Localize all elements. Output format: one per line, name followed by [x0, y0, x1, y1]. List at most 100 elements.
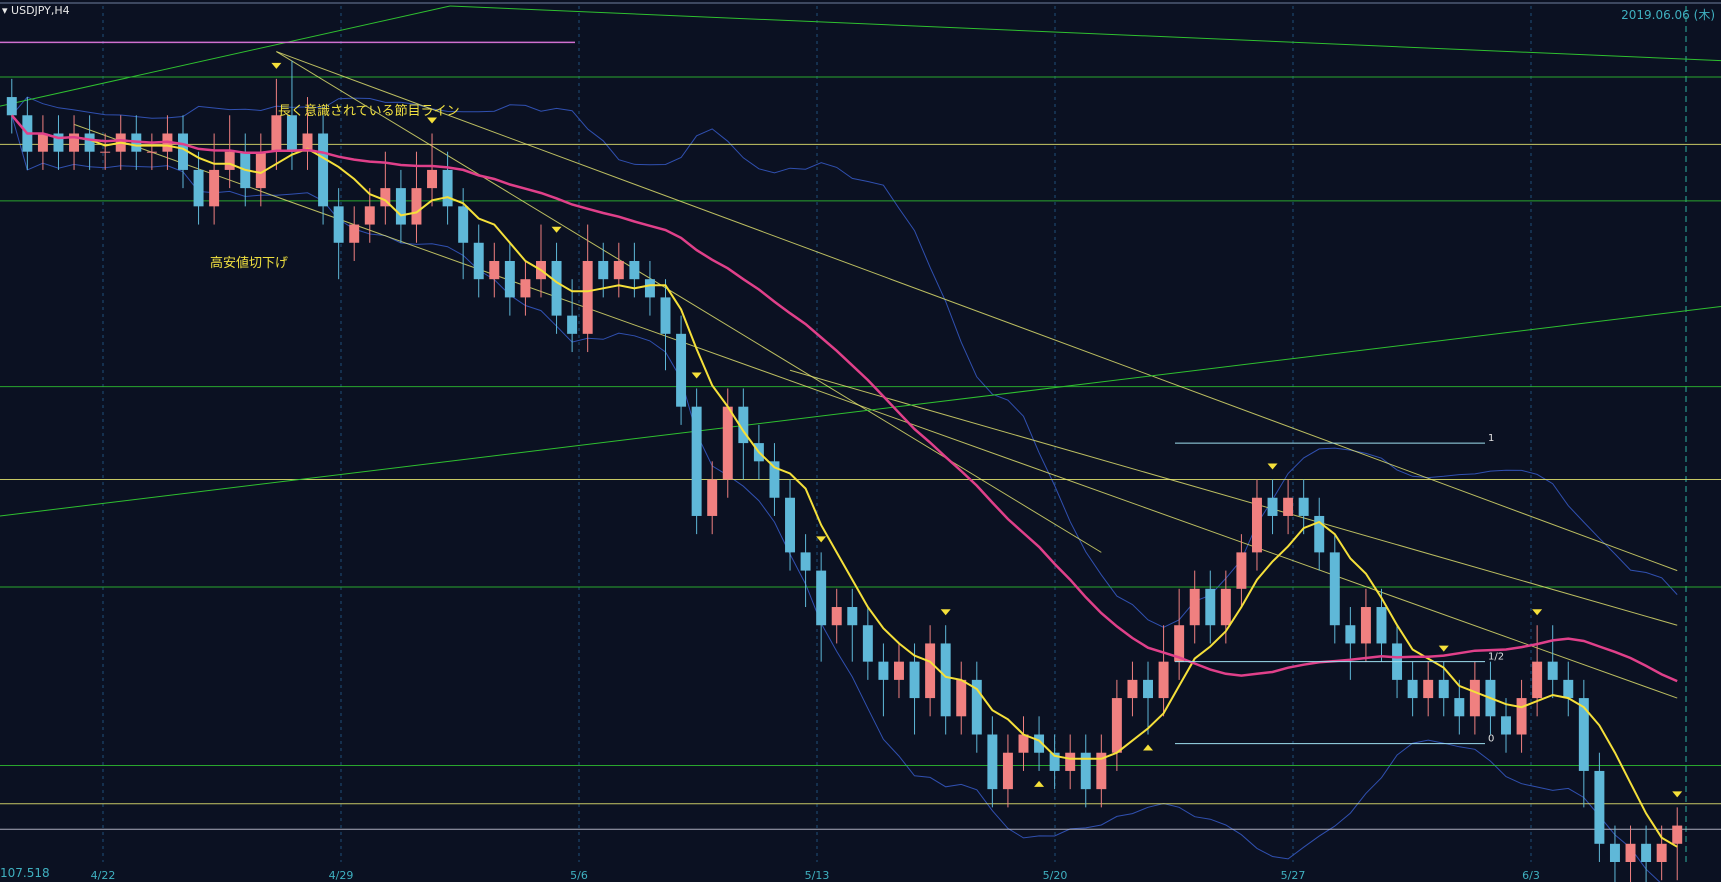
candle-body — [1236, 552, 1247, 589]
candle-body — [1080, 752, 1091, 790]
ma-fast-line — [11, 114, 1678, 848]
candle-body — [707, 479, 718, 516]
candle-body — [411, 188, 422, 225]
trend-line-green — [449, 5, 1721, 62]
candle-body — [1594, 770, 1605, 844]
candle-body — [971, 679, 982, 735]
candle-body — [364, 206, 375, 225]
candle-body — [551, 260, 562, 316]
candle-body — [893, 661, 904, 680]
candle-body — [380, 188, 391, 207]
down-triangle-marker — [1672, 791, 1683, 798]
x-tick-label: 4/22 — [91, 869, 116, 882]
candle-body — [1143, 679, 1153, 699]
dropdown-triangle-icon[interactable]: ▾ — [2, 4, 12, 17]
bollinger-upper — [11, 96, 1678, 628]
down-triangle-marker — [1532, 609, 1543, 616]
down-triangle-marker — [691, 372, 702, 379]
moving-averages — [10, 114, 1678, 848]
candle-body — [1220, 588, 1231, 626]
candle-body — [1251, 497, 1262, 553]
candle-body — [349, 224, 360, 243]
swing-markers: 1 1/2 0 — [271, 62, 1683, 798]
candle-body — [644, 279, 655, 298]
down-triangle-marker — [551, 226, 562, 233]
candle-body — [286, 115, 297, 152]
x-tick-label: 5/6 — [570, 869, 588, 882]
candle-body — [1049, 752, 1060, 771]
candle-body — [209, 169, 220, 207]
candle-body — [582, 260, 593, 334]
candle-body — [442, 169, 453, 207]
grid-lines — [0, 2, 1721, 862]
candle-body — [69, 133, 80, 152]
candle-body — [504, 260, 515, 298]
candle-body — [1065, 752, 1076, 771]
candle-body — [1283, 497, 1294, 516]
candle-body — [878, 661, 889, 680]
candle-body — [691, 406, 702, 516]
candle-body — [1189, 588, 1200, 626]
candle-body — [178, 133, 188, 170]
candle-body — [816, 570, 827, 626]
candle-body — [1469, 679, 1480, 717]
trend-line-green — [0, 306, 1721, 517]
candle-body — [738, 406, 749, 444]
candle-body — [1438, 679, 1449, 699]
candle-body — [6, 97, 17, 116]
trend-line — [276, 51, 1102, 553]
candle-body — [1423, 679, 1434, 699]
fib-level-label: 1/2 — [1488, 652, 1504, 663]
candle-body — [785, 497, 796, 553]
candle-body — [769, 461, 780, 498]
trend-line — [276, 51, 1678, 572]
x-tick-label: 4/29 — [329, 869, 354, 882]
bollinger-lower — [11, 115, 1661, 882]
candle-body — [1329, 552, 1340, 626]
x-tick-label: 5/20 — [1043, 869, 1068, 882]
candle-body — [629, 260, 640, 280]
candle-body — [255, 151, 266, 189]
candle-body — [1345, 625, 1356, 644]
candle-body — [1018, 734, 1029, 753]
candle-body — [1501, 716, 1511, 735]
down-triangle-marker — [427, 117, 438, 124]
up-triangle-marker — [1034, 780, 1045, 787]
candlesticks — [6, 60, 1683, 882]
candle-body — [37, 133, 48, 152]
candle-body — [1609, 843, 1620, 862]
candle-body — [473, 242, 484, 280]
candle-body — [458, 206, 469, 243]
candle-body — [1454, 698, 1465, 717]
candle-body — [1516, 698, 1527, 735]
trend-line-green — [0, 5, 451, 107]
candle-body — [1641, 843, 1652, 862]
candle-body — [1174, 625, 1185, 662]
candle-body — [1672, 825, 1683, 844]
candle-body — [1298, 497, 1309, 516]
candle-body — [940, 643, 951, 717]
fib-level-label: 0 — [1488, 734, 1494, 745]
candle-body — [1407, 679, 1418, 699]
date-label: 2019.06.06 (木) — [1621, 8, 1715, 22]
symbol-label[interactable]: ▾ USDJPY,H4 — [2, 4, 70, 17]
candle-body — [1532, 661, 1543, 699]
x-tick-label: 5/13 — [805, 869, 830, 882]
candle-body — [395, 188, 406, 225]
candle-body — [1034, 734, 1045, 753]
candle-body — [800, 552, 811, 571]
candle-body — [489, 260, 500, 280]
bollinger-bands — [11, 96, 1678, 882]
candle-body — [676, 333, 687, 407]
down-triangle-marker — [271, 62, 282, 69]
candle-body — [1547, 661, 1558, 680]
candle-body — [598, 260, 609, 280]
down-triangle-marker — [816, 536, 827, 543]
candle-body — [722, 406, 733, 480]
candle-body — [831, 607, 842, 626]
x-tick-label: 6/3 — [1522, 869, 1540, 882]
candle-body — [567, 315, 578, 334]
candle-body — [271, 115, 282, 152]
